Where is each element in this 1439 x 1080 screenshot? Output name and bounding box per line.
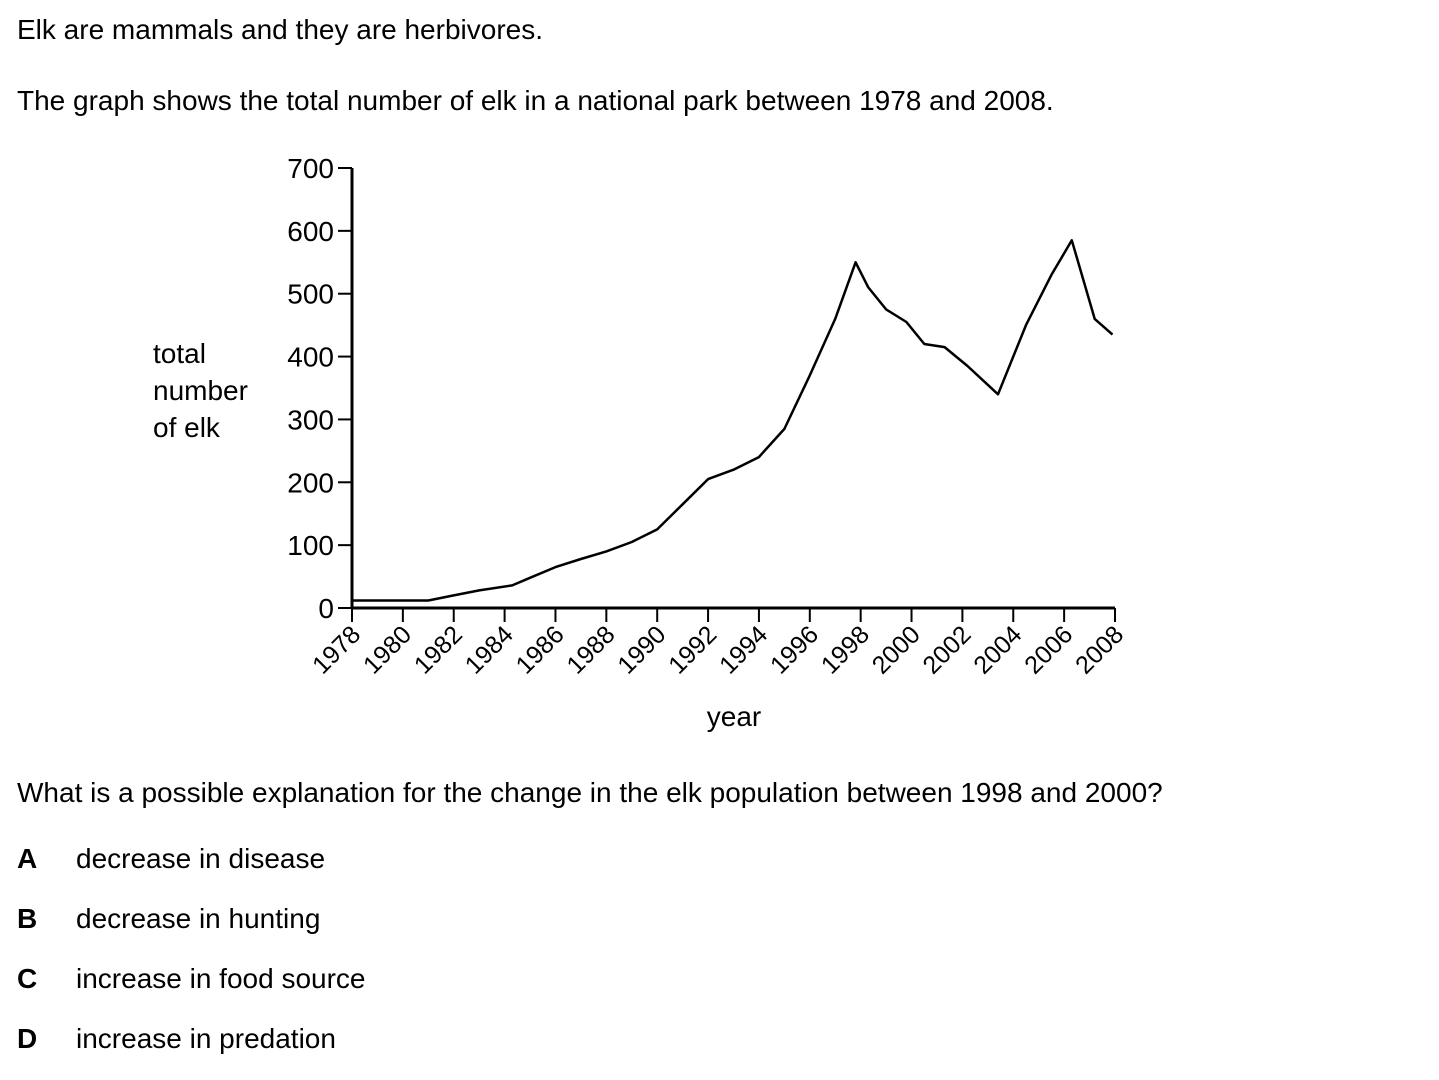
y-axis-label-line: total [153, 338, 206, 369]
x-tick-label: 1998 [816, 620, 875, 679]
x-tick-label: 1990 [612, 620, 671, 679]
y-tick-label: 600 [287, 216, 334, 247]
graph-description: The graph shows the total number of elk … [17, 85, 1054, 116]
option-letter: B [17, 903, 38, 934]
option-letter: A [17, 843, 38, 874]
question-text: What is a possible explanation for the c… [17, 777, 1163, 808]
x-axis-label: year [707, 701, 761, 732]
intro-text: Elk are mammals and they are herbivores. [17, 14, 543, 45]
x-tick-label: 2002 [918, 620, 977, 679]
chart-axes [350, 168, 1115, 610]
x-tick-label: 1994 [714, 620, 773, 679]
y-tick-label: 300 [287, 404, 334, 435]
option-text: decrease in hunting [76, 903, 321, 934]
x-tick-label: 1978 [307, 620, 366, 679]
y-tick-label: 500 [287, 279, 334, 310]
y-axis-label-line: of elk [153, 412, 220, 443]
y-axis-label: total number of elk [153, 335, 248, 446]
y-tick-label: 200 [287, 467, 334, 498]
x-tick-label: 1982 [409, 620, 468, 679]
y-tick-label: 400 [287, 342, 334, 373]
x-tick-label: 2004 [968, 620, 1027, 679]
y-axis-ticks: 0 100 200 300 400 500 600 700 [287, 153, 352, 624]
option-text: increase in food source [76, 963, 366, 994]
x-axis-ticks: 1978198019821984198619881990199219941996… [307, 608, 1129, 680]
x-tick-label: 2000 [867, 620, 926, 679]
option-letter: C [17, 963, 38, 994]
y-tick-label: 0 [318, 593, 334, 624]
option-text: increase in predation [76, 1023, 336, 1054]
elk-population-line [352, 239, 1114, 602]
y-tick-label: 700 [287, 153, 334, 184]
x-tick-label: 1992 [663, 620, 722, 679]
x-tick-label: 1996 [765, 620, 824, 679]
option-letter: D [17, 1023, 38, 1054]
x-tick-label: 1984 [460, 620, 519, 679]
x-tick-label: 1986 [511, 620, 570, 679]
x-tick-label: 2006 [1019, 620, 1078, 679]
option-text: decrease in disease [76, 843, 326, 874]
x-tick-label: 1980 [358, 620, 417, 679]
y-tick-label: 100 [287, 530, 334, 561]
y-axis-label-line: number [153, 375, 248, 406]
x-tick-label: 1988 [561, 620, 620, 679]
x-tick-label: 2008 [1070, 620, 1129, 679]
